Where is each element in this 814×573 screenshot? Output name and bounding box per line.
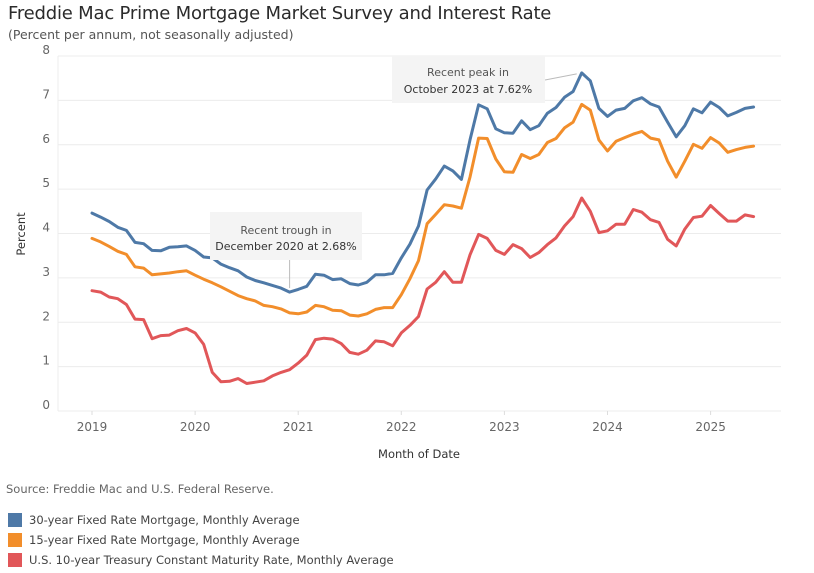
y-tick-label: 1 — [42, 354, 50, 368]
annotation-peak-line2: October 2023 at 7.62% — [404, 83, 533, 96]
legend-swatch-30yr — [8, 513, 22, 527]
y-tick-label: 0 — [42, 398, 50, 412]
chart-subtitle: (Percent per annum, not seasonally adjus… — [8, 27, 294, 42]
x-axis-title: Month of Date — [378, 447, 460, 461]
x-tick-label: 2021 — [283, 420, 314, 434]
y-tick-label: 4 — [42, 221, 50, 235]
series-line-30yr — [90, 71, 756, 294]
y-axis-title: Percent — [14, 212, 28, 256]
legend: 30-year Fixed Rate Mortgage, Monthly Ave… — [8, 510, 394, 570]
y-tick-label: 5 — [42, 176, 50, 190]
annotation-peak-box — [392, 56, 545, 103]
x-tick-label: 2024 — [592, 420, 623, 434]
annotation-trough: Recent trough in December 2020 at 2.68% — [210, 212, 362, 289]
annotation-trough-line2: December 2020 at 2.68% — [215, 240, 357, 253]
chart-title: Freddie Mac Prime Mortgage Market Survey… — [8, 3, 552, 24]
x-tick-label: 2025 — [695, 420, 726, 434]
annotation-peak: Recent peak in October 2023 at 7.62% — [392, 56, 577, 103]
y-tick-label: 8 — [42, 43, 50, 57]
y-tick-label: 2 — [42, 309, 50, 323]
series-line-10yr-treasury — [90, 196, 756, 385]
legend-item-30yr[interactable]: 30-year Fixed Rate Mortgage, Monthly Ave… — [8, 510, 394, 530]
legend-label-30yr: 30-year Fixed Rate Mortgage, Monthly Ave… — [29, 513, 300, 527]
x-axis-ticks: 2019 2020 2021 2022 2023 2024 2025 — [77, 411, 726, 434]
annotation-trough-box — [210, 212, 362, 260]
x-tick-label: 2020 — [180, 420, 211, 434]
legend-item-10yr-treasury[interactable]: U.S. 10-year Treasury Constant Maturity … — [8, 550, 394, 570]
y-tick-label: 7 — [42, 87, 50, 101]
annotation-trough-line1: Recent trough in — [240, 224, 331, 237]
series-lines — [90, 71, 756, 385]
y-tick-label: 6 — [42, 132, 50, 146]
series-line-15yr — [90, 102, 756, 318]
line-chart: 0 1 2 3 4 5 6 7 8 2019 2020 2021 2022 2023 2024 2025 P… — [14, 43, 781, 461]
y-tick-label: 3 — [42, 265, 50, 279]
legend-swatch-15yr — [8, 533, 22, 547]
gridlines — [57, 55, 781, 412]
legend-label-15yr: 15-year Fixed Rate Mortgage, Monthly Ave… — [29, 533, 300, 547]
annotation-peak-leader — [544, 73, 577, 81]
legend-label-10yr-treasury: U.S. 10-year Treasury Constant Maturity … — [29, 553, 394, 567]
source-note: Source: Freddie Mac and U.S. Federal Res… — [6, 482, 274, 496]
annotation-peak-line1: Recent peak in — [427, 66, 509, 79]
x-tick-label: 2023 — [489, 420, 520, 434]
y-axis-ticks: 0 1 2 3 4 5 6 7 8 — [42, 43, 50, 412]
legend-swatch-10yr-treasury — [8, 553, 22, 567]
x-tick-label: 2022 — [386, 420, 417, 434]
legend-item-15yr[interactable]: 15-year Fixed Rate Mortgage, Monthly Ave… — [8, 530, 394, 550]
x-tick-label: 2019 — [77, 420, 108, 434]
